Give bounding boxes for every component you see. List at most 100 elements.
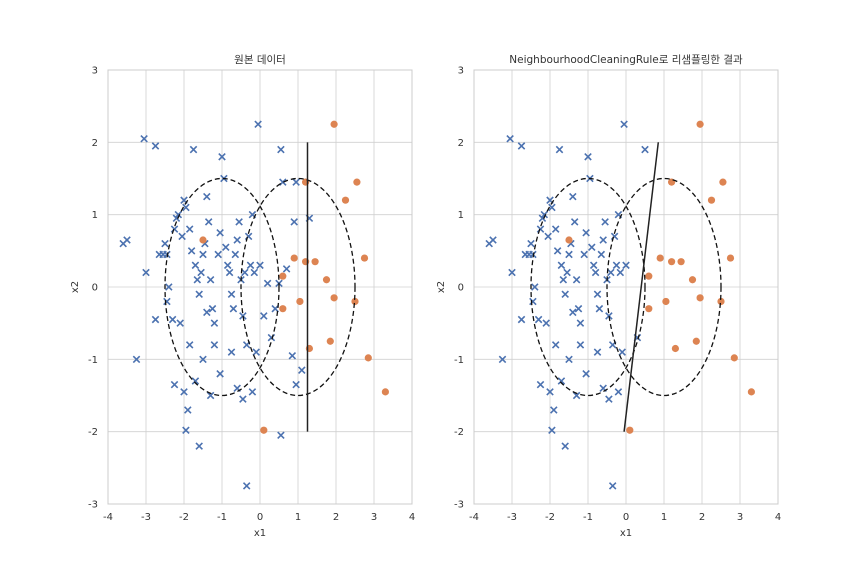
data-point-x bbox=[551, 225, 560, 233]
data-point-x bbox=[168, 315, 177, 324]
data-point-x bbox=[195, 290, 203, 298]
data-point-circle bbox=[381, 388, 389, 396]
data-point-x bbox=[531, 283, 539, 291]
data-point-x bbox=[620, 120, 628, 129]
data-point-x bbox=[569, 308, 577, 317]
y-tick-label: 3 bbox=[458, 66, 464, 77]
data-point-x bbox=[187, 247, 196, 255]
data-point-x bbox=[489, 236, 497, 244]
data-point-x bbox=[574, 304, 583, 313]
data-point-x bbox=[210, 319, 219, 327]
data-point-x bbox=[222, 243, 230, 251]
data-point-circle bbox=[279, 272, 287, 280]
data-point-x bbox=[263, 279, 272, 288]
data-point-x bbox=[534, 315, 543, 324]
x-tick-label: -4 bbox=[103, 512, 113, 523]
data-point-x bbox=[174, 210, 183, 219]
y-axis-title: x2 bbox=[436, 281, 447, 293]
y-tick-label: -2 bbox=[88, 427, 98, 438]
x-tick-label: -4 bbox=[469, 512, 479, 523]
x-tick-label: 2 bbox=[333, 512, 339, 523]
data-point-x bbox=[180, 388, 188, 396]
data-point-x bbox=[584, 153, 592, 161]
data-point-x bbox=[246, 261, 255, 270]
data-point-x bbox=[553, 247, 562, 255]
data-point-x bbox=[142, 268, 150, 277]
data-point-x bbox=[218, 153, 226, 161]
x-tick-label: -3 bbox=[507, 512, 517, 523]
data-point-x bbox=[546, 388, 554, 396]
y-tick-label: 0 bbox=[92, 283, 98, 294]
data-point-x bbox=[557, 261, 566, 270]
data-point-x bbox=[178, 232, 186, 241]
data-point-x bbox=[582, 370, 590, 378]
x-tick-label: 4 bbox=[775, 512, 781, 523]
data-point-x bbox=[151, 315, 160, 324]
y-tick-label: 2 bbox=[92, 138, 98, 149]
data-point-circle bbox=[311, 258, 319, 266]
data-point-circle bbox=[330, 120, 338, 128]
data-point-x bbox=[561, 290, 569, 298]
x-tick-label: 0 bbox=[623, 512, 629, 523]
x-tick-label: 1 bbox=[295, 512, 301, 523]
data-point-x bbox=[561, 442, 569, 450]
series-class-0 bbox=[119, 120, 314, 490]
x-tick-label: -2 bbox=[179, 512, 189, 523]
data-point-x bbox=[199, 250, 207, 259]
plot-frame bbox=[473, 69, 779, 505]
data-point-x bbox=[229, 304, 238, 313]
data-point-circle bbox=[707, 196, 716, 204]
data-point-circle bbox=[322, 276, 331, 284]
data-point-x bbox=[151, 142, 160, 150]
data-point-circle bbox=[341, 196, 350, 204]
data-point-x bbox=[612, 261, 621, 270]
data-point-x bbox=[607, 268, 615, 277]
data-point-x bbox=[208, 304, 217, 313]
data-point-x bbox=[197, 268, 205, 277]
data-point-x bbox=[163, 297, 171, 306]
data-point-x bbox=[199, 355, 207, 364]
data-point-x bbox=[235, 218, 243, 226]
data-point-x bbox=[529, 297, 537, 306]
x-tick-label: 1 bbox=[661, 512, 667, 523]
data-point-x bbox=[544, 232, 552, 241]
data-point-x bbox=[185, 225, 194, 233]
data-point-x bbox=[216, 370, 224, 378]
data-point-circle bbox=[279, 305, 287, 313]
data-point-circle bbox=[692, 337, 700, 345]
data-point-x bbox=[223, 261, 232, 270]
data-point-x bbox=[214, 250, 222, 259]
data-point-x bbox=[559, 276, 568, 284]
data-point-circle bbox=[696, 294, 704, 302]
data-point-circle bbox=[360, 254, 369, 262]
data-point-x bbox=[576, 341, 585, 349]
data-point-x bbox=[536, 380, 545, 389]
x-axis-title: x1 bbox=[620, 528, 632, 539]
data-point-x bbox=[542, 319, 550, 327]
data-point-x bbox=[227, 348, 236, 356]
data-point-x bbox=[616, 268, 625, 277]
data-point-x bbox=[601, 218, 609, 226]
data-point-x bbox=[241, 268, 249, 277]
data-point-x bbox=[288, 351, 297, 360]
data-point-circle bbox=[730, 354, 738, 362]
data-point-circle bbox=[645, 305, 653, 313]
data-point-x bbox=[176, 319, 184, 327]
x-tick-label: 2 bbox=[699, 512, 705, 523]
data-point-x bbox=[517, 315, 526, 324]
data-point-circle bbox=[671, 344, 680, 353]
data-point-x bbox=[569, 192, 577, 201]
data-point-x bbox=[593, 348, 602, 356]
plot-frame bbox=[107, 69, 413, 505]
data-point-x bbox=[506, 134, 514, 143]
data-point-x bbox=[140, 134, 148, 143]
data-point-x bbox=[203, 308, 211, 317]
data-point-x bbox=[498, 355, 507, 364]
data-point-x bbox=[182, 203, 190, 212]
chart-title: NeighbourhoodCleaningRule로 리샘플링한 결과 bbox=[509, 54, 743, 66]
data-point-circle bbox=[290, 254, 298, 262]
series-class-1 bbox=[565, 120, 756, 434]
data-point-x bbox=[184, 406, 192, 414]
x-tick-label: -1 bbox=[583, 512, 593, 523]
